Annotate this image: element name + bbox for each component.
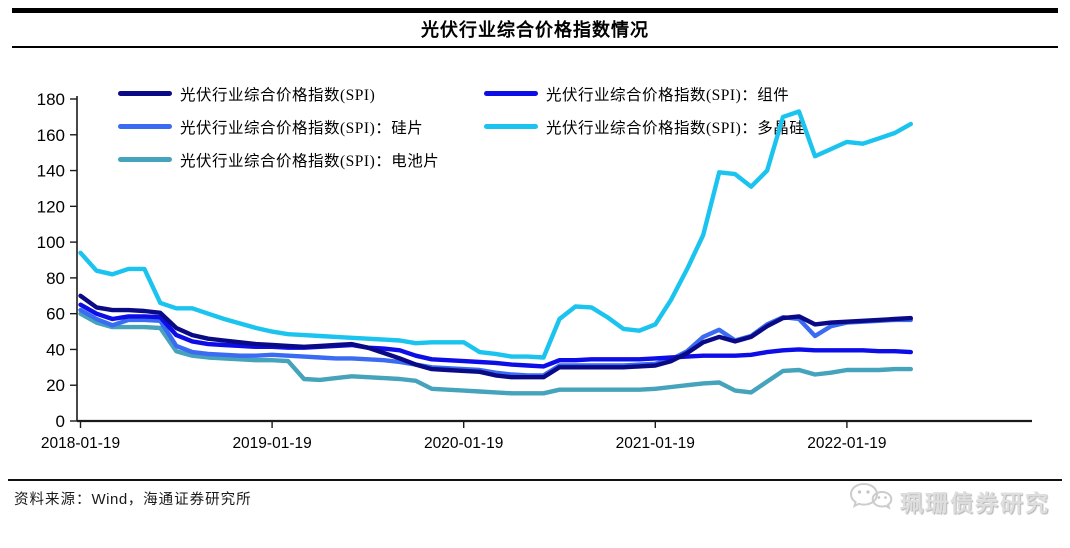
legend-item: 光伏行业综合价格指数(SPI)：多晶硅 — [484, 116, 805, 138]
legend-item: 光伏行业综合价格指数(SPI) — [118, 83, 484, 105]
legend-line-swatch — [484, 124, 538, 129]
title-divider-rule — [12, 46, 1058, 48]
legend-line-swatch — [118, 124, 172, 129]
chart-legend: 光伏行业综合价格指数(SPI) 光伏行业综合价格指数(SPI)：组件 光伏行业综合价… — [118, 77, 805, 176]
svg-text:180: 180 — [37, 90, 65, 109]
svg-text:120: 120 — [37, 197, 65, 216]
svg-text:2020-01-19: 2020-01-19 — [424, 435, 503, 452]
legend-item: 光伏行业综合价格指数(SPI)：硅片 — [118, 116, 484, 138]
watermark: 珮珊债券研究 — [849, 481, 1050, 520]
legend-item: 光伏行业综合价格指数(SPI)：组件 — [484, 83, 805, 105]
legend-line-swatch — [484, 91, 538, 96]
svg-text:0: 0 — [56, 412, 65, 431]
legend-line-swatch — [118, 91, 172, 96]
svg-text:20: 20 — [46, 376, 65, 395]
svg-text:80: 80 — [46, 269, 65, 288]
legend-label: 光伏行业综合价格指数(SPI)：组件 — [546, 86, 790, 104]
svg-text:2022-01-19: 2022-01-19 — [807, 435, 886, 452]
svg-text:2019-01-19: 2019-01-19 — [232, 435, 311, 452]
source-rest: ，海通证券研究所 — [127, 492, 252, 508]
svg-text:140: 140 — [37, 162, 65, 181]
legend-item: 光伏行业综合价格指数(SPI)：电池片 — [118, 149, 484, 171]
footer-divider-rule — [8, 479, 1062, 481]
svg-text:60: 60 — [46, 305, 65, 324]
svg-text:40: 40 — [46, 340, 65, 359]
wechat-chat-bubbles-icon — [849, 481, 893, 520]
legend-label: 光伏行业综合价格指数(SPI) — [180, 86, 376, 104]
legend-label: 光伏行业综合价格指数(SPI)：硅片 — [180, 119, 424, 137]
source-label: 资料来源： — [14, 492, 92, 508]
source-wind: Wind — [91, 491, 128, 508]
svg-text:2021-01-19: 2021-01-19 — [616, 435, 695, 452]
top-border-rule — [12, 8, 1058, 13]
legend-line-swatch — [118, 157, 172, 162]
svg-text:160: 160 — [37, 126, 65, 145]
svg-text:100: 100 — [37, 233, 65, 252]
legend-label: 光伏行业综合价格指数(SPI)：电池片 — [180, 152, 440, 170]
legend-label: 光伏行业综合价格指数(SPI)：多晶硅 — [546, 119, 806, 137]
page-title: 光伏行业综合价格指数情况 — [421, 20, 649, 40]
source-note: 资料来源：Wind，海通证券研究所 — [14, 488, 252, 509]
watermark-text: 珮珊债券研究 — [900, 490, 1050, 516]
svg-text:2018-01-19: 2018-01-19 — [41, 435, 120, 452]
